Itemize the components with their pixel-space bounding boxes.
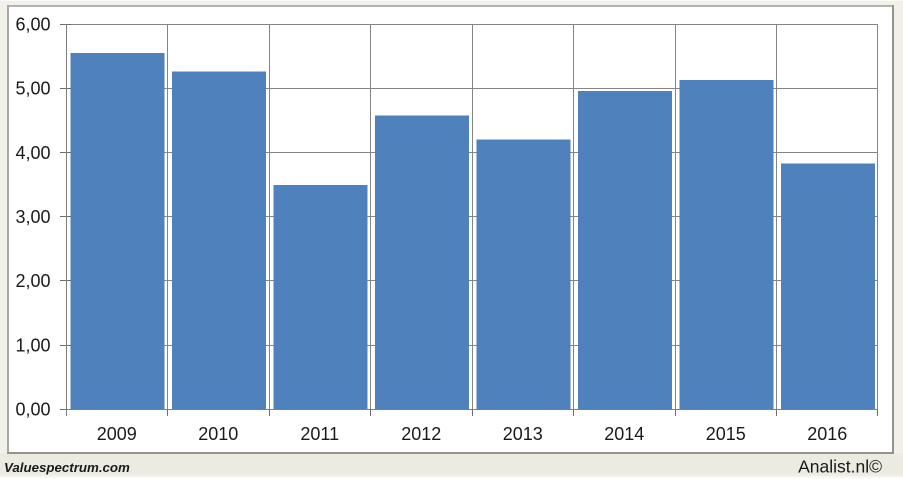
svg-text:Valuespectrum.com: Valuespectrum.com	[4, 460, 130, 475]
svg-text:2014: 2014	[604, 424, 644, 444]
svg-text:6,00: 6,00	[15, 15, 50, 35]
svg-text:2013: 2013	[503, 424, 543, 444]
svg-text:2015: 2015	[706, 424, 746, 444]
svg-text:Analist.nl©: Analist.nl©	[798, 457, 882, 477]
svg-text:2,00: 2,00	[15, 271, 50, 291]
svg-text:2016: 2016	[807, 424, 847, 444]
svg-text:2010: 2010	[198, 424, 238, 444]
svg-text:5,00: 5,00	[15, 79, 50, 99]
svg-text:2011: 2011	[300, 424, 339, 444]
svg-text:1,00: 1,00	[15, 335, 50, 355]
svg-text:3,00: 3,00	[15, 207, 50, 227]
svg-text:2009: 2009	[97, 424, 137, 444]
svg-text:4,00: 4,00	[15, 143, 50, 163]
svg-text:2012: 2012	[401, 424, 441, 444]
svg-text:0,00: 0,00	[15, 400, 50, 420]
